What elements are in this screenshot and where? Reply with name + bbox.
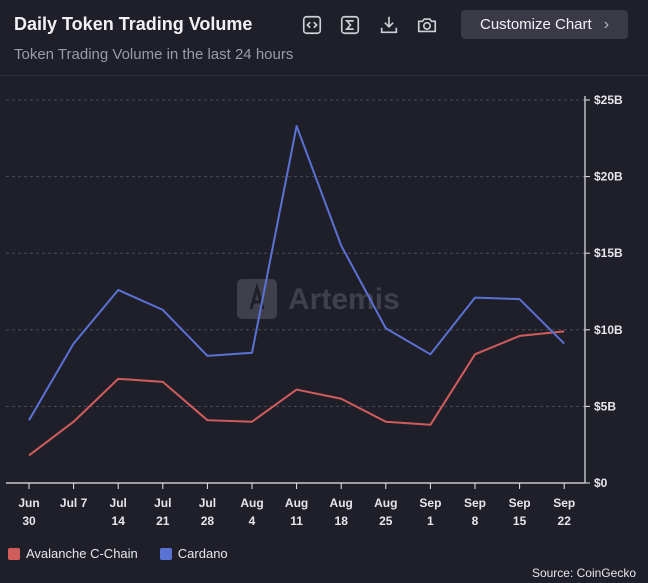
x-tick-label: 4 xyxy=(249,514,256,528)
y-tick-label: $20B xyxy=(594,170,623,184)
x-tick-label: Sep xyxy=(419,496,441,510)
x-tick-label: 1 xyxy=(427,514,434,528)
x-tick-label: Aug xyxy=(374,496,397,510)
legend: Avalanche C-Chain Cardano xyxy=(8,546,250,561)
x-tick-label: 14 xyxy=(112,514,126,528)
camera-icon[interactable] xyxy=(414,12,440,38)
y-tick-label: $25B xyxy=(594,93,623,107)
x-tick-label: Sep xyxy=(464,496,486,510)
x-tick-label: 28 xyxy=(201,514,215,528)
x-tick-label: Aug xyxy=(330,496,353,510)
embed-icon[interactable] xyxy=(299,12,325,38)
x-tick-label: 22 xyxy=(558,514,572,528)
x-tick-label: 30 xyxy=(22,514,36,528)
watermark: Artemis xyxy=(237,279,400,319)
series-lines xyxy=(28,125,565,457)
x-tick-label: Sep xyxy=(509,496,531,510)
x-tick-label: 8 xyxy=(472,514,479,528)
chart-subtitle: Token Trading Volume in the last 24 hour… xyxy=(14,46,294,63)
series-line-avalanche xyxy=(28,330,565,457)
x-tick-label: Jul xyxy=(154,496,171,510)
x-tick-label: Jul 7 xyxy=(60,496,88,510)
x-tick-label: Aug xyxy=(240,496,263,510)
grid-lines xyxy=(6,99,585,407)
series-line-cardano xyxy=(28,125,565,421)
y-tick-label: $15B xyxy=(594,246,623,260)
watermark-text: Artemis xyxy=(288,283,400,316)
source-credit: Source: CoinGecko xyxy=(531,566,636,580)
chart-header: Daily Token Trading Volume Token Trading… xyxy=(0,0,648,76)
download-icon[interactable] xyxy=(376,12,402,38)
x-tick-label: 25 xyxy=(379,514,393,528)
customize-chart-button[interactable]: Customize Chart › xyxy=(461,10,628,39)
x-tick-label: 18 xyxy=(335,514,349,528)
legend-item-avalanche[interactable]: Avalanche C-Chain xyxy=(8,546,138,561)
watermark-logo-icon xyxy=(237,279,277,319)
y-tick-label: $10B xyxy=(594,323,623,337)
y-tick-label: $0 xyxy=(594,476,608,490)
customize-chart-label: Customize Chart xyxy=(479,16,592,33)
legend-swatch-avalanche xyxy=(8,547,20,560)
legend-item-cardano[interactable]: Cardano xyxy=(159,546,228,561)
chart-title: Daily Token Trading Volume xyxy=(14,14,253,34)
x-tick-label: Jun xyxy=(18,496,39,510)
sum-icon[interactable] xyxy=(337,12,363,38)
legend-label-avalanche: Avalanche C-Chain xyxy=(26,546,138,561)
x-tick-label: 21 xyxy=(156,514,170,528)
x-tick-label: Sep xyxy=(553,496,575,510)
x-tick-label: 15 xyxy=(513,514,527,528)
chevron-right-icon: › xyxy=(603,15,610,33)
x-tick-label: 11 xyxy=(290,514,303,528)
legend-label-cardano: Cardano xyxy=(177,546,228,561)
header-divider xyxy=(0,75,648,76)
x-tick-label: Aug xyxy=(285,496,308,510)
y-tick-label: $5B xyxy=(594,399,616,413)
legend-swatch-cardano xyxy=(159,547,172,560)
x-tick-label: Jul xyxy=(110,496,127,510)
x-tick-label: Jul xyxy=(199,496,216,510)
